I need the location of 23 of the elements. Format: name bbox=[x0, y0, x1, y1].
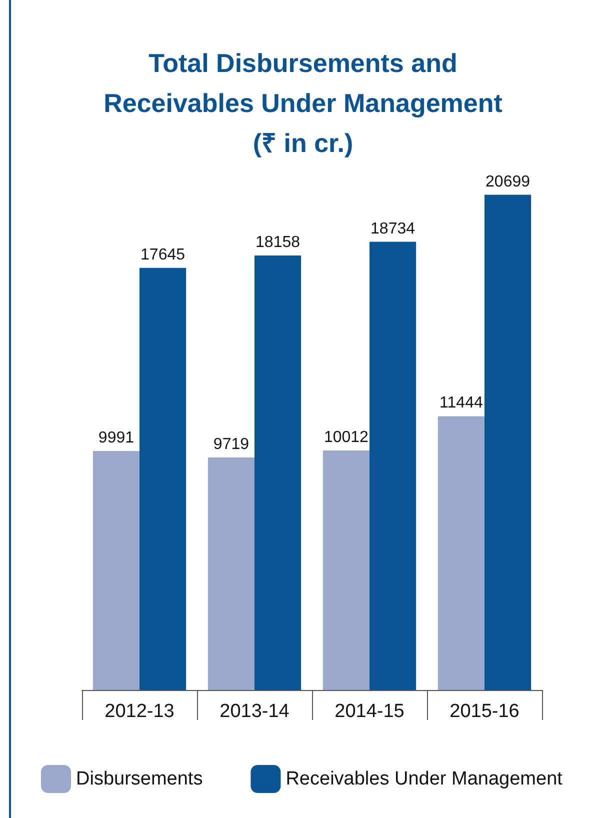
x-tick-label: 2014-15 bbox=[334, 701, 404, 722]
data-label: 18734 bbox=[370, 220, 416, 238]
data-label: 9719 bbox=[213, 436, 250, 453]
x-tick-label: 2015-16 bbox=[450, 701, 520, 722]
legend-label: Receivables Under Management bbox=[286, 768, 564, 790]
data-label: 20699 bbox=[486, 173, 530, 190]
data-label: 9991 bbox=[98, 429, 134, 446]
bar bbox=[438, 416, 484, 690]
bar bbox=[208, 457, 254, 690]
bar bbox=[370, 242, 416, 690]
data-label: 17645 bbox=[140, 246, 186, 264]
data-label: 18158 bbox=[256, 234, 300, 252]
x-tick-label: 2012-13 bbox=[104, 701, 174, 722]
chart-title: Total Disbursements and Receivables Under Management (₹ in cr.) bbox=[104, 48, 503, 158]
data-label: 10012 bbox=[324, 428, 369, 446]
bar bbox=[254, 256, 302, 690]
x-tick-label: 2013-14 bbox=[220, 701, 290, 722]
bar bbox=[484, 194, 532, 690]
data-label: 11444 bbox=[440, 394, 483, 412]
bar bbox=[92, 450, 140, 690]
legend-label: Disbursements bbox=[76, 768, 203, 790]
bar bbox=[140, 268, 186, 690]
bar bbox=[322, 450, 370, 690]
